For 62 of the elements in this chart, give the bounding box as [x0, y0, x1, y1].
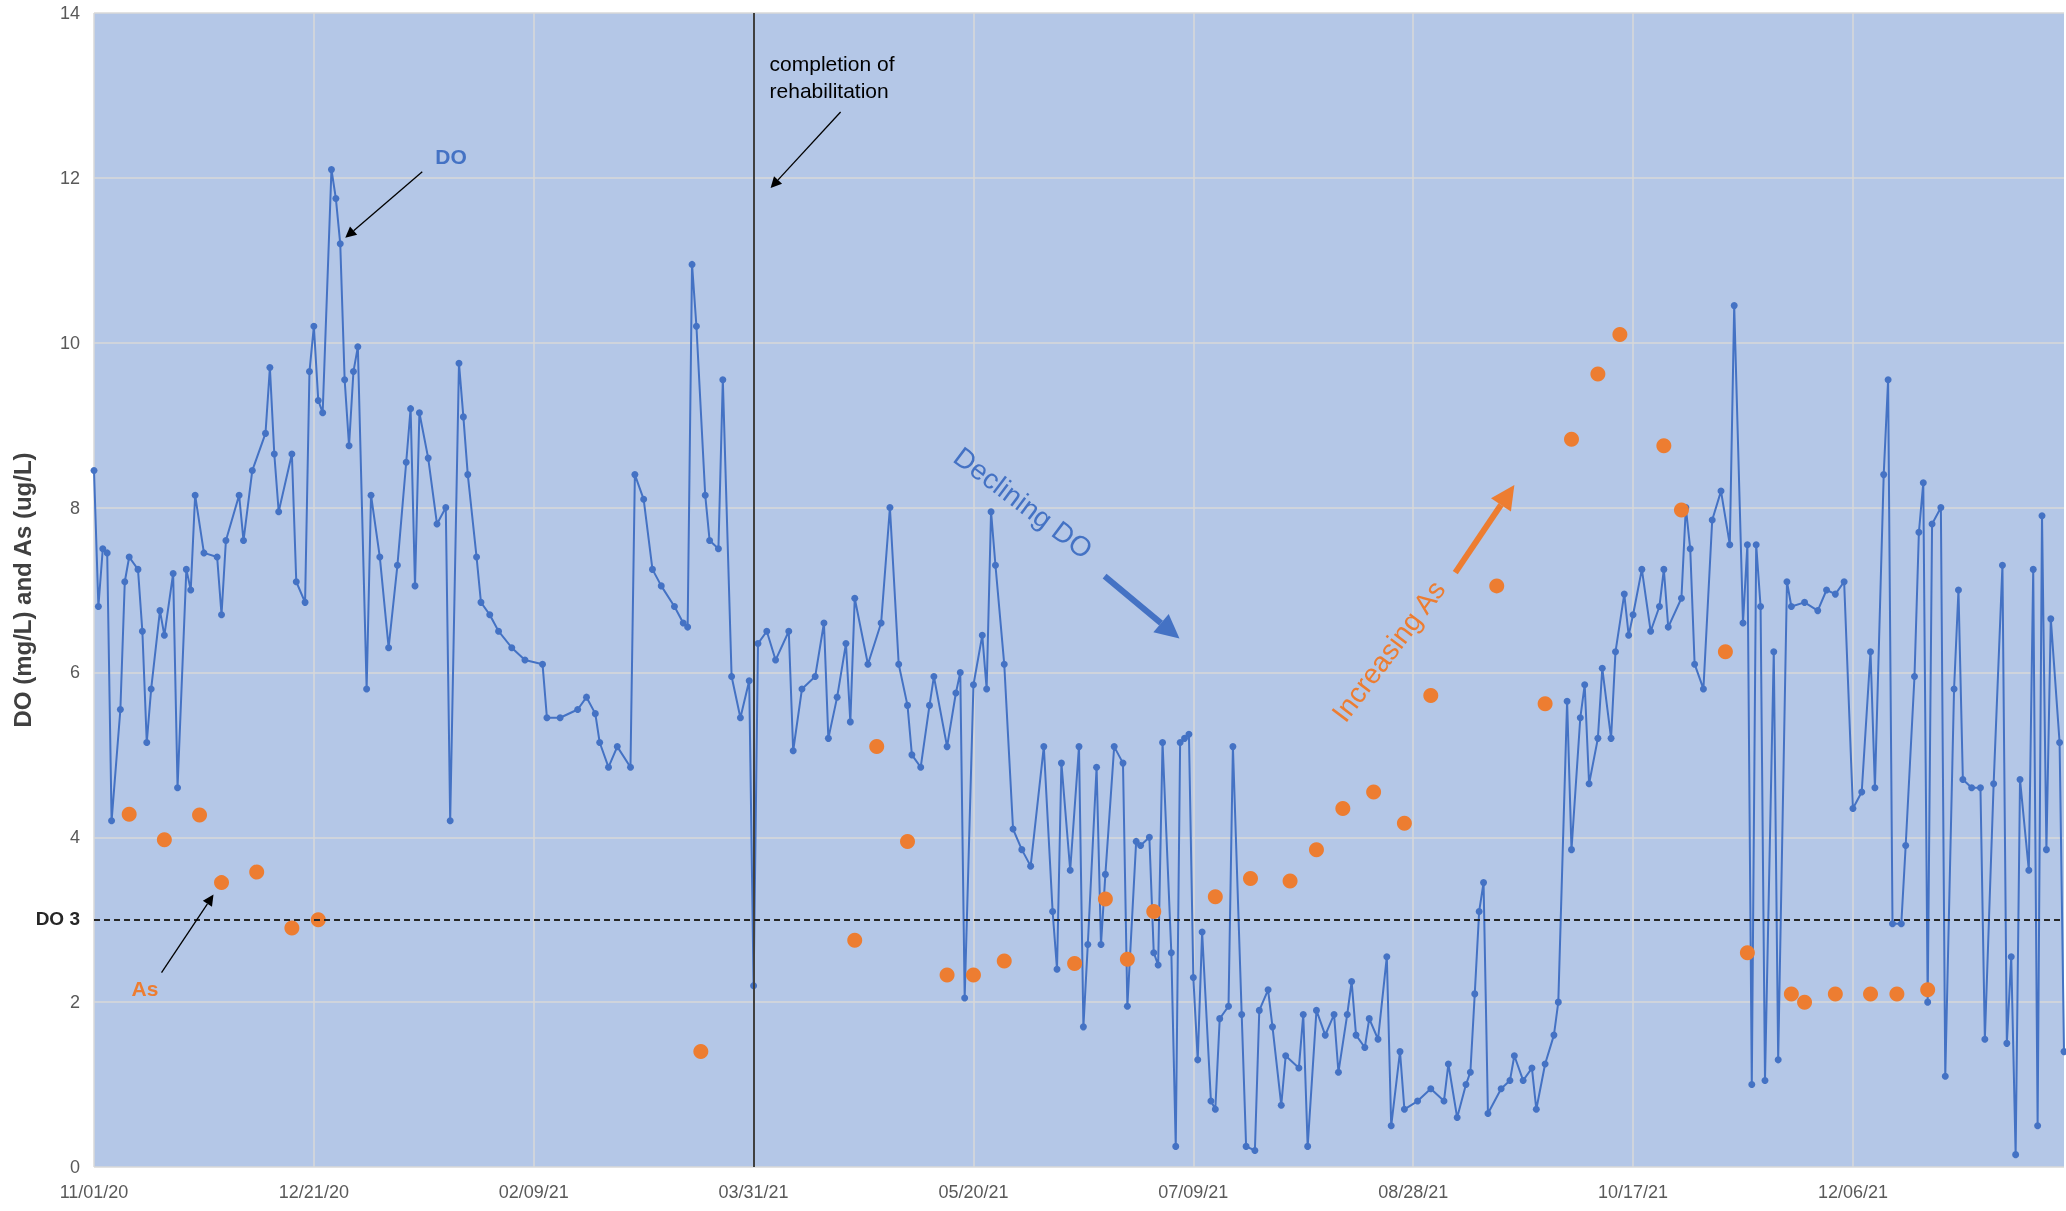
point — [214, 875, 230, 891]
point — [1797, 994, 1813, 1010]
x-tick-label: 10/17/21 — [1598, 1182, 1669, 1202]
point — [996, 953, 1012, 969]
x-tick-label: 08/28/21 — [1378, 1182, 1449, 1202]
point — [1889, 986, 1905, 1002]
ref-line-label: DO 3 — [35, 907, 80, 929]
y-tick-label: 14 — [59, 3, 80, 23]
point — [1366, 784, 1382, 800]
point — [847, 932, 863, 948]
point — [1783, 986, 1799, 1002]
x-tick-label: 02/09/21 — [498, 1182, 569, 1202]
x-tick-label: 11/01/20 — [59, 1182, 129, 1202]
point — [156, 832, 172, 848]
text: DO — [435, 145, 467, 169]
point — [939, 967, 955, 983]
point — [869, 739, 885, 755]
point — [1146, 903, 1162, 919]
point — [1612, 326, 1628, 342]
point — [284, 920, 300, 936]
x-tick-label: 12/06/21 — [1817, 1182, 1888, 1202]
point — [1335, 800, 1351, 816]
point — [965, 967, 981, 983]
point — [1739, 945, 1755, 961]
point — [121, 806, 137, 822]
y-tick-label: 2 — [69, 992, 80, 1013]
point — [1207, 889, 1223, 905]
y-tick-label: 6 — [69, 662, 80, 683]
point — [1489, 578, 1505, 594]
x-tick-label: 07/09/21 — [1158, 1182, 1229, 1202]
y-tick-label: 10 — [59, 332, 80, 353]
point — [1119, 951, 1135, 967]
point — [1396, 815, 1412, 831]
y-axis-title: DO (mg/L) and As (ug/L) — [8, 452, 36, 728]
point — [1097, 891, 1113, 907]
point — [1282, 873, 1298, 889]
x-tick-label: 03/31/21 — [718, 1182, 789, 1202]
text: As — [131, 977, 159, 1001]
point — [1920, 982, 1936, 998]
y-tick-label: 8 — [69, 497, 80, 518]
point — [1863, 986, 1879, 1002]
point — [1243, 871, 1258, 886]
point — [1067, 955, 1083, 971]
x-tick-label: 12/21/20 — [278, 1182, 349, 1202]
point — [249, 864, 265, 880]
y-tick-label: 4 — [69, 827, 80, 848]
point — [1564, 431, 1579, 447]
point — [1717, 644, 1733, 660]
point — [1537, 696, 1553, 712]
x-tick-label: 05/20/21 — [938, 1182, 1009, 1202]
y-tick-label: 12 — [59, 167, 80, 188]
y-tick-label: 0 — [69, 1157, 80, 1177]
point — [192, 807, 208, 823]
point — [900, 833, 915, 849]
point — [1656, 438, 1672, 454]
point — [310, 912, 326, 928]
point — [1673, 502, 1689, 518]
point — [1308, 842, 1324, 858]
point — [693, 1044, 709, 1060]
ref-line-label: completion of rehabilitation — [769, 51, 895, 102]
point — [1827, 986, 1843, 1002]
point — [1590, 366, 1606, 382]
